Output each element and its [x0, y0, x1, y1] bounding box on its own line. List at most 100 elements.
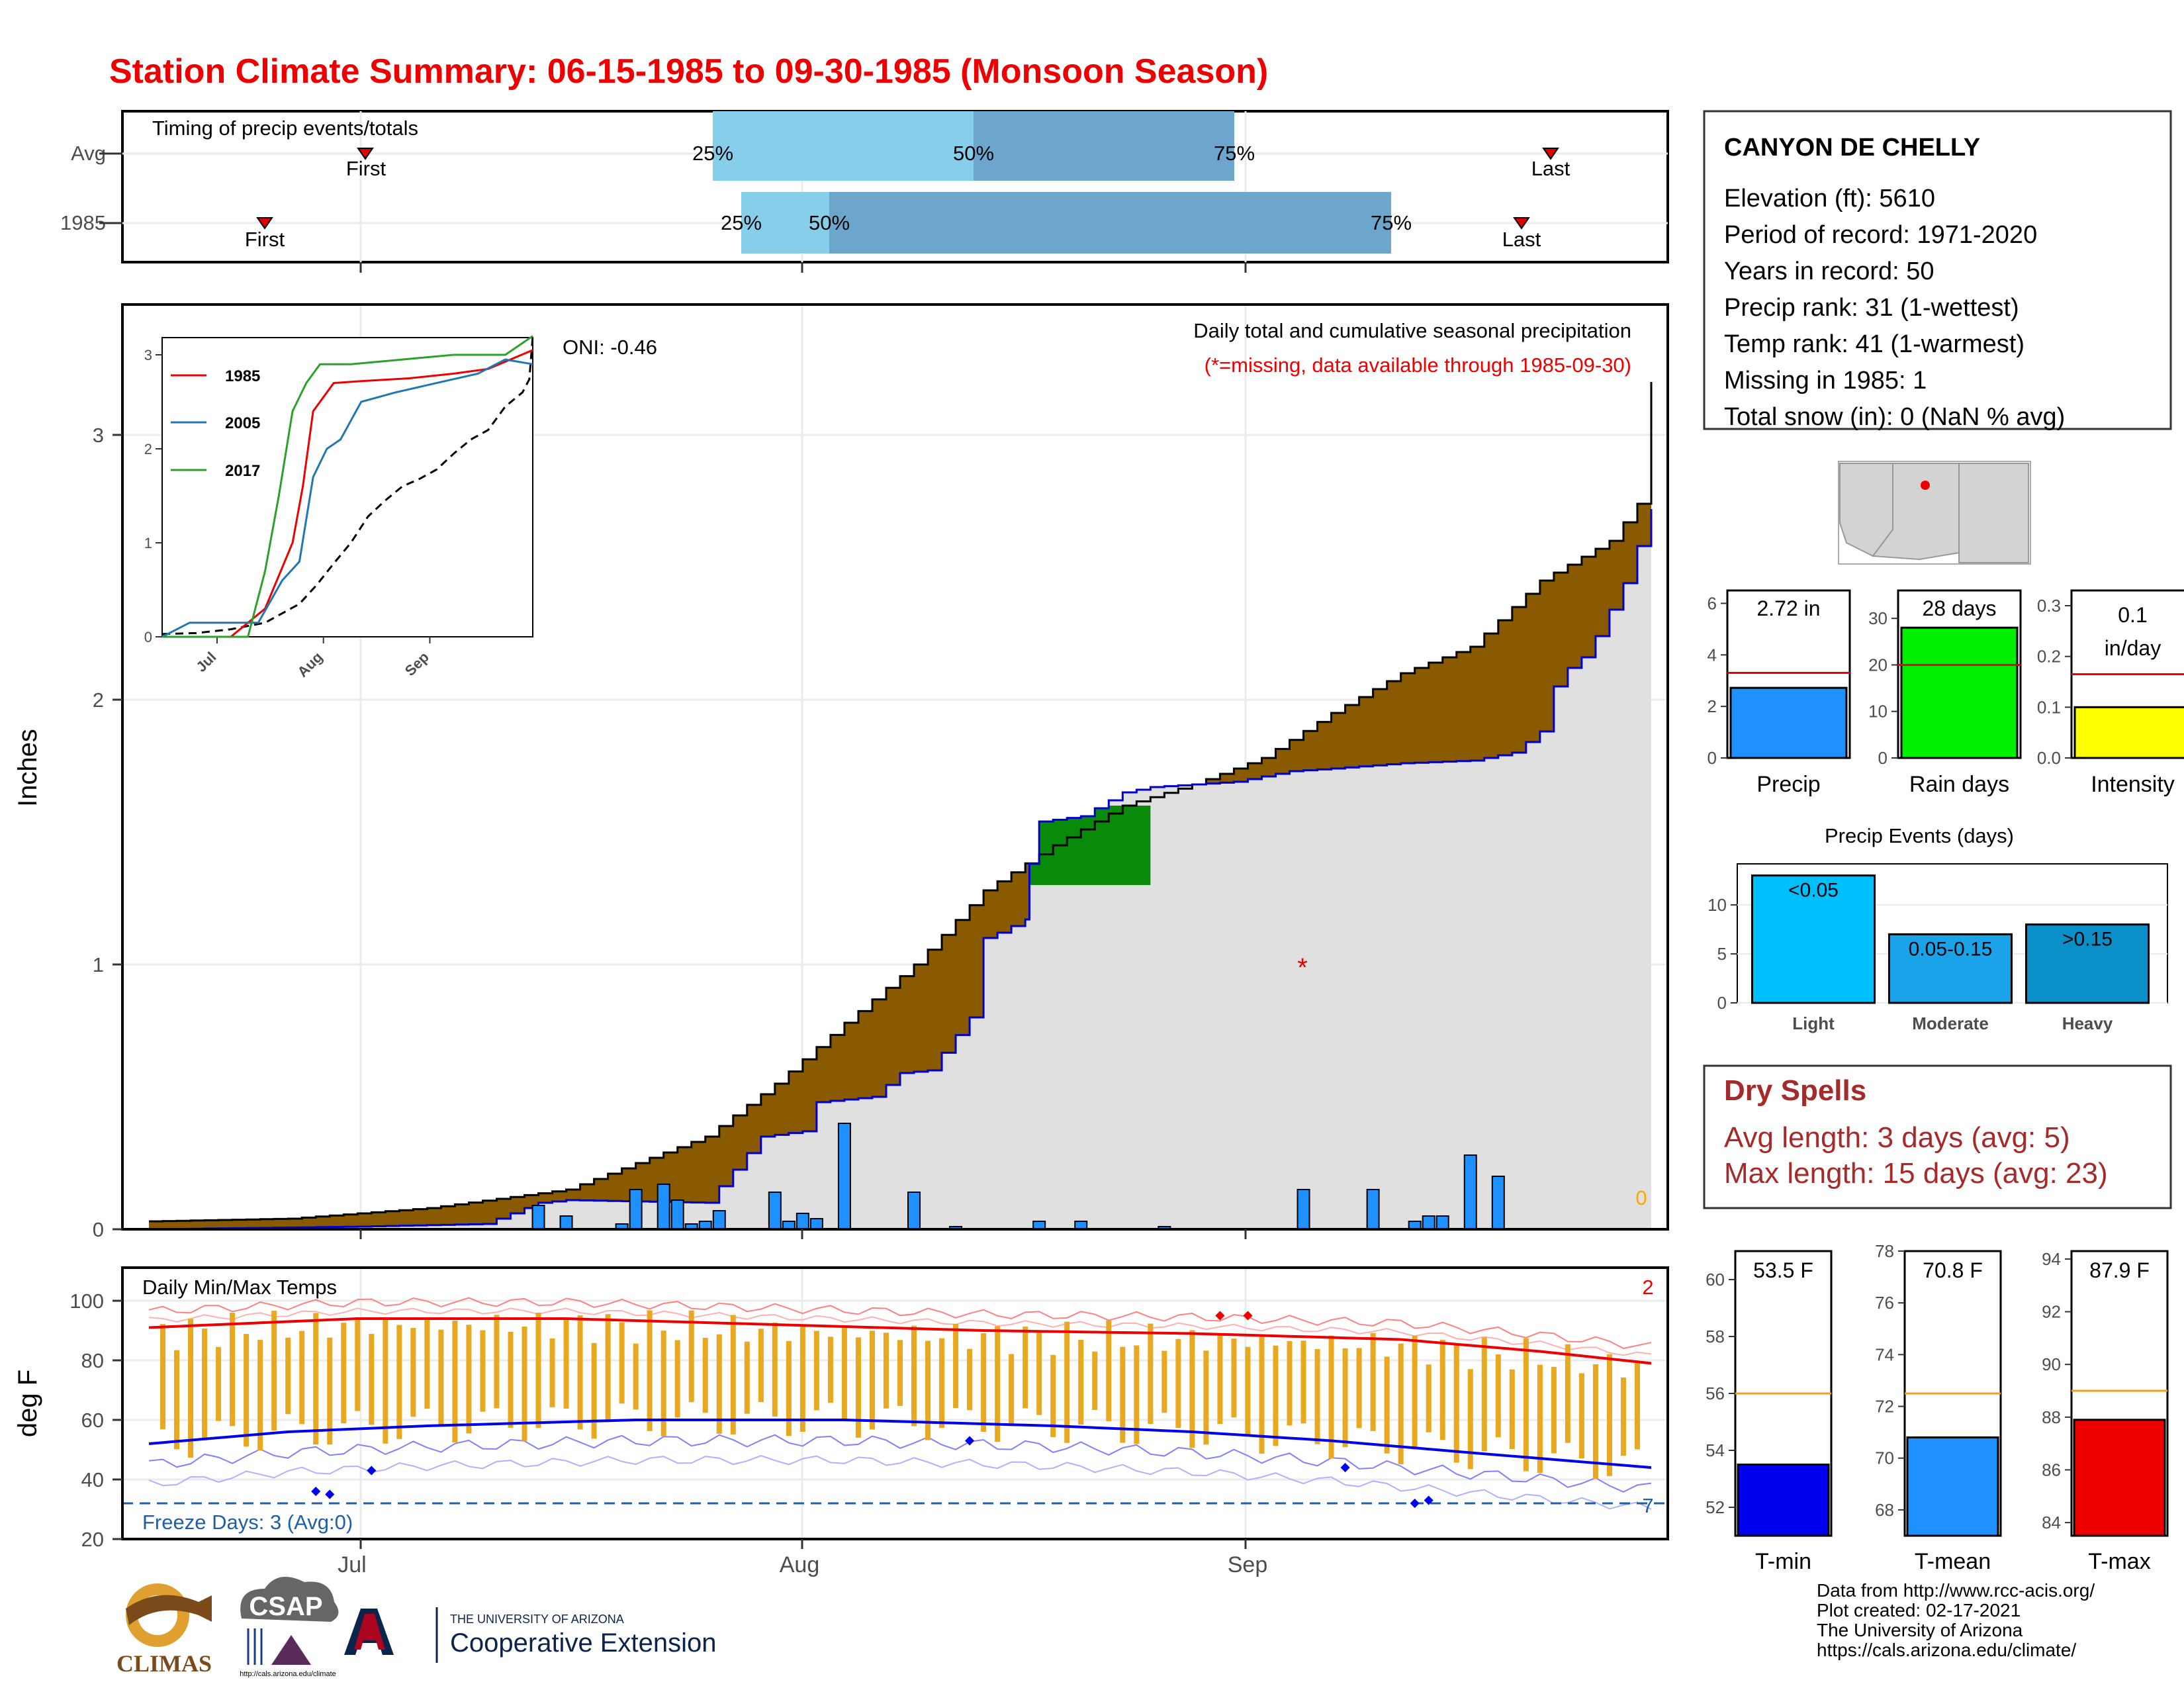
temp-panel: 20 40 60 80 100 deg F Daily Min/Max Temps Fr… — [13, 1266, 1669, 1577]
daily-temp-bar — [633, 1343, 639, 1410]
ytick-label: 40 — [81, 1468, 104, 1491]
precip-summary-ytick-label: 0 — [1707, 748, 1717, 768]
precip-corner-zero: 0 — [1635, 1186, 1647, 1209]
daily-temp-bar — [1620, 1378, 1626, 1456]
daily-temp-bar — [1565, 1344, 1570, 1443]
avg-cumulative-line — [149, 382, 1653, 1223]
inset-2017-line — [162, 335, 533, 638]
inset-ytick-label: 3 — [144, 347, 152, 363]
footer-line: Data from http://www.rcc-acis.org/ — [1817, 1580, 2095, 1601]
daily-temp-bar — [827, 1336, 833, 1403]
daily-temp-bar — [1148, 1323, 1154, 1424]
ua-line2: Cooperative Extension — [450, 1628, 716, 1658]
daily-temp-bar — [1495, 1354, 1501, 1438]
climas-logo: CLIMAS — [116, 1583, 212, 1677]
avg-tmin-line — [148, 1419, 1652, 1469]
footer-line: Plot created: 02-17-2021 — [1817, 1600, 2021, 1620]
tmean-summary-ytick-label: 68 — [1875, 1500, 1894, 1520]
daily-temp-bar — [1453, 1343, 1459, 1463]
intensity-summary-ytick-label: 0.2 — [2037, 647, 2061, 667]
daily-temp-bar — [1370, 1333, 1376, 1431]
daily-temp-bar — [1245, 1346, 1251, 1436]
station-location-dot — [1921, 481, 1930, 490]
record-high-marker — [1243, 1311, 1253, 1321]
climas-wordmark: CLIMAS — [116, 1650, 212, 1677]
daily-precip-bar — [629, 1189, 643, 1230]
intensity-summary-label: Intensity — [2091, 772, 2175, 797]
daily-temp-bar — [202, 1328, 208, 1441]
events-title: Precip Events (days) — [1825, 824, 2014, 847]
daily-temp-bar — [799, 1325, 805, 1432]
daily-temp-bar — [1509, 1369, 1515, 1450]
daily-temp-bar — [1426, 1364, 1432, 1432]
raindays-summary-ytick-label: 30 — [1868, 608, 1888, 628]
daily-temp-bar — [1537, 1364, 1543, 1474]
timing-avg-first: First — [346, 157, 387, 180]
inset-2005-line — [161, 358, 533, 638]
precip-annotation-missing: (*=missing, data available through 1985-… — [1205, 353, 1631, 377]
daily-precip-bar — [796, 1213, 809, 1230]
daily-precip-bar — [768, 1192, 782, 1230]
daily-temp-bar — [1050, 1354, 1056, 1437]
precip-summary-ytick-label: 4 — [1707, 645, 1717, 665]
daily-precip-bar — [712, 1210, 726, 1230]
inset-ytick-label: 1 — [144, 535, 152, 551]
record-high-line — [148, 1297, 1652, 1349]
timing-1985-first-marker — [256, 217, 273, 230]
tmin-summary-bar — [1737, 1464, 1830, 1537]
tmax-summary-ytick-label: 84 — [2042, 1513, 2061, 1532]
daily-precip-bar — [657, 1184, 670, 1230]
inset-legend-label: 2017 — [225, 462, 260, 480]
daily-temp-bar — [1342, 1348, 1348, 1448]
inset-legend-label: 1985 — [225, 367, 260, 385]
csap-url: http://cals.arizona.edu/climate — [240, 1670, 336, 1678]
freeze-days: Freeze Days: 3 (Avg:0) — [142, 1511, 353, 1534]
daily-temp-bar — [1120, 1346, 1126, 1443]
raindays-summary-ytick-label: 20 — [1868, 655, 1888, 675]
inset-legend-label: 2005 — [225, 414, 260, 432]
tmax-summary-ytick-label: 90 — [2042, 1354, 2061, 1374]
timing-row-1985-label: 1985 — [60, 211, 106, 234]
daily-temp-bar — [1439, 1340, 1445, 1440]
events-category-label: Heavy — [2062, 1013, 2113, 1033]
tmean-summary-ytick-label: 78 — [1875, 1241, 1894, 1261]
page-title: Station Climate Summary: 06-15-1985 to 0… — [109, 52, 1268, 91]
daily-temp-bar — [1064, 1321, 1070, 1443]
daily-temp-bar — [1551, 1366, 1557, 1454]
raindays-summary-value: 28 days — [1922, 596, 1996, 620]
daily-temp-bar — [216, 1346, 222, 1421]
daily-temp-bar — [619, 1322, 625, 1404]
daily-temp-bar — [688, 1310, 694, 1403]
daily-temp-bar — [1384, 1356, 1390, 1454]
temp-title: Daily Min/Max Temps — [142, 1276, 337, 1299]
daily-temp-bar — [758, 1329, 764, 1403]
timing-1985-p75: 75% — [1371, 211, 1412, 234]
daily-precip-bar — [1422, 1215, 1435, 1230]
temp-ylabel: deg F — [13, 1370, 42, 1437]
daily-temp-bar — [1634, 1363, 1640, 1450]
daily-temp-bar — [939, 1338, 945, 1429]
daily-precip-bar — [809, 1218, 823, 1230]
daily-temp-bar — [577, 1315, 583, 1430]
csap-wordmark: CSAP — [249, 1592, 322, 1621]
daily-temp-bar — [813, 1331, 819, 1411]
daily-temp-bar — [744, 1341, 750, 1414]
daily-temp-bar — [730, 1315, 736, 1434]
tmin-summary-ytick-label: 60 — [1706, 1270, 1725, 1289]
raindays-summary-label: Rain days — [1909, 772, 2009, 797]
intensity-summary-value-unit: in/day — [2105, 636, 2161, 660]
daily-temp-bar — [563, 1320, 569, 1409]
inset-avg-line — [161, 336, 534, 635]
timing-avg-bar-late — [974, 111, 1234, 181]
precip-summary-value: 2.72 in — [1756, 596, 1820, 620]
daily-precip-bar — [837, 1123, 851, 1230]
daily-temp-bar — [494, 1315, 500, 1409]
ua-logo: THE UNIVERSITY OF ARIZONA Cooperative Ex… — [344, 1607, 716, 1663]
inset-1985-line — [162, 349, 533, 638]
daily-temp-bar — [1009, 1354, 1015, 1427]
daily-temp-bar — [285, 1337, 291, 1415]
daily-temp-bar — [396, 1325, 402, 1439]
timing-1985-p25: 25% — [721, 211, 762, 234]
footer-line: The University of Arizona — [1817, 1620, 2023, 1640]
